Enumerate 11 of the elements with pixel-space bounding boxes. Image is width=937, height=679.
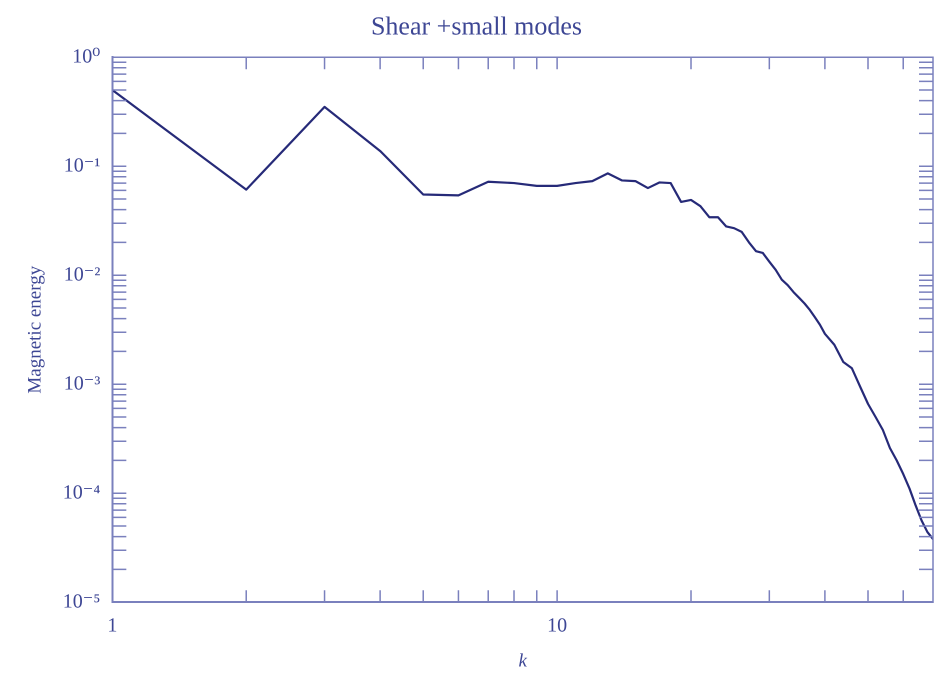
y-tick-label: 10⁰ [72,45,100,68]
y-tick-label: 10⁻¹ [64,154,100,176]
chart-title: Shear +small modes [370,11,582,40]
y-tick-label: 10⁻⁴ [62,481,100,504]
x-tick-label: 1 [107,614,118,636]
x-axis-title: k [518,650,528,672]
y-tick-label: 10⁻³ [64,372,100,394]
y-tick-label: 10⁻⁵ [62,590,100,612]
y-tick-label: 10⁻² [64,263,100,286]
y-axis-title: Magnetic energy [24,265,46,394]
x-tick-label: 10 [547,614,568,636]
